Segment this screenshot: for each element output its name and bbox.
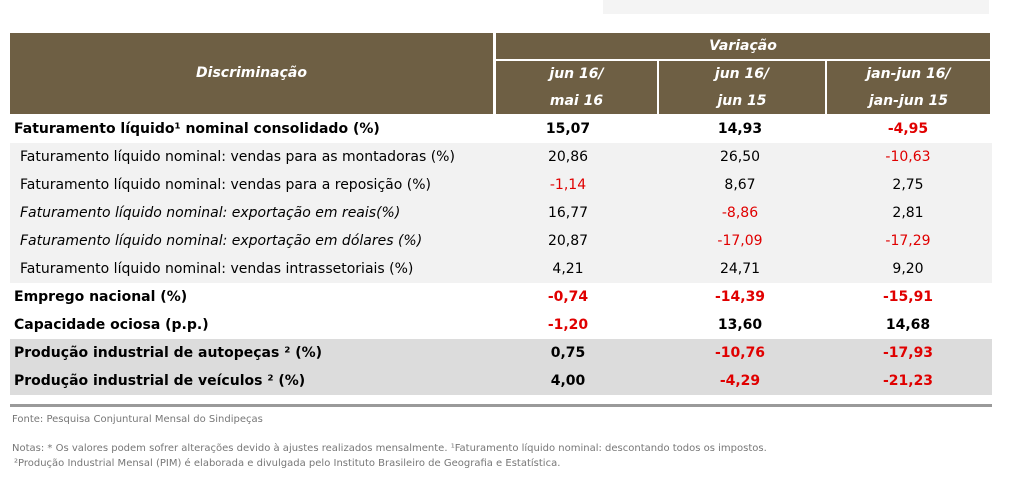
table-row: Faturamento líquido nominal: vendas para… <box>10 143 992 171</box>
row-value: 2,81 <box>892 205 924 221</box>
row-value: 26,50 <box>719 149 761 165</box>
row-value: -1,20 <box>547 317 589 333</box>
source-note: Fonte: Pesquisa Conjuntural Mensal do Si… <box>12 414 263 425</box>
header-col-1: jun 16/mai 16 <box>496 61 657 114</box>
top-bar <box>603 0 989 14</box>
header-variacao: Variação <box>496 33 990 59</box>
row-value: -21,23 <box>882 373 934 389</box>
table-row: Faturamento líquido nominal: vendas intr… <box>10 255 992 283</box>
table-row: Faturamento líquido nominal: exportação … <box>10 199 992 227</box>
row-label: Faturamento líquido nominal: vendas para… <box>20 177 431 193</box>
row-value: 9,20 <box>892 261 924 277</box>
notes-line-2: ²Produção Industrial Mensal (PIM) é elab… <box>14 458 561 469</box>
header-line: jun 16/ <box>549 65 604 82</box>
header-line: jan-jun 16/ <box>866 65 951 82</box>
row-value: 13,60 <box>717 317 763 333</box>
row-value: -14,39 <box>714 289 766 305</box>
row-value: -17,29 <box>885 233 931 249</box>
header-discriminacao: Discriminação <box>10 33 493 114</box>
header-line: mai 16 <box>549 92 604 109</box>
table-row: Produção industrial de veículos ² (%) 4,0… <box>10 367 992 395</box>
row-label: Faturamento líquido nominal: exportação … <box>20 233 423 249</box>
row-value: 8,67 <box>724 177 756 193</box>
row-label: Faturamento líquido nominal: vendas intr… <box>20 261 414 277</box>
row-value: 20,87 <box>547 233 589 249</box>
row-label: Faturamento líquido nominal: exportação … <box>20 205 401 221</box>
row-value: 14,68 <box>885 317 931 333</box>
row-label: Produção industrial de autopeças ² (%) <box>14 345 323 361</box>
row-value: 4,00 <box>550 373 586 389</box>
row-value: 24,71 <box>719 261 761 277</box>
row-value: -10,76 <box>714 345 766 361</box>
row-value: -17,93 <box>882 345 934 361</box>
row-value: 20,86 <box>547 149 589 165</box>
row-value: 4,21 <box>552 261 584 277</box>
row-value: -1,14 <box>549 177 587 193</box>
table-row: Faturamento líquido¹ nominal consolidado… <box>10 115 992 143</box>
table-row: Faturamento líquido nominal: exportação … <box>10 227 992 255</box>
row-value: -4,95 <box>887 121 929 137</box>
row-value: -17,09 <box>717 233 763 249</box>
divider <box>10 404 992 407</box>
row-value: 2,75 <box>892 177 924 193</box>
header-col-3: jan-jun 16/jan-jun 15 <box>827 61 990 114</box>
row-value: 14,93 <box>717 121 763 137</box>
notes-line-1: Notas: * Os valores podem sofrer alteraç… <box>12 443 767 454</box>
header-label: Variação <box>709 37 777 54</box>
row-value: 0,75 <box>550 345 586 361</box>
header-line: jun 16/ <box>714 65 770 82</box>
row-label: Emprego nacional (%) <box>14 289 188 305</box>
row-value: 16,77 <box>547 205 589 221</box>
row-label: Faturamento líquido¹ nominal consolidado… <box>14 121 380 137</box>
table-row: Emprego nacional (%) -0,74 -14,39 -15,91 <box>10 283 992 311</box>
row-label: Produção industrial de veículos ² (%) <box>14 373 306 389</box>
header-line: jan-jun 15 <box>868 92 949 109</box>
row-label: Faturamento líquido nominal: vendas para… <box>20 149 455 165</box>
table-row: Capacidade ociosa (p.p.) -1,20 13,60 14,68 <box>10 311 992 339</box>
header-line: jun 15 <box>717 92 767 109</box>
table-row: Produção industrial de autopeças ² (%) 0,… <box>10 339 992 367</box>
row-value: -4,29 <box>719 373 761 389</box>
header-label: Discriminação <box>196 65 307 81</box>
row-value: -0,74 <box>547 289 589 305</box>
table-row: Faturamento líquido nominal: vendas para… <box>10 171 992 199</box>
header-col-2: jun 16/jun 15 <box>659 61 825 114</box>
row-value: -15,91 <box>882 289 934 305</box>
row-value: -10,63 <box>885 149 931 165</box>
row-label: Capacidade ociosa (p.p.) <box>14 317 209 333</box>
row-value: 15,07 <box>545 121 591 137</box>
row-value: -8,86 <box>721 205 759 221</box>
